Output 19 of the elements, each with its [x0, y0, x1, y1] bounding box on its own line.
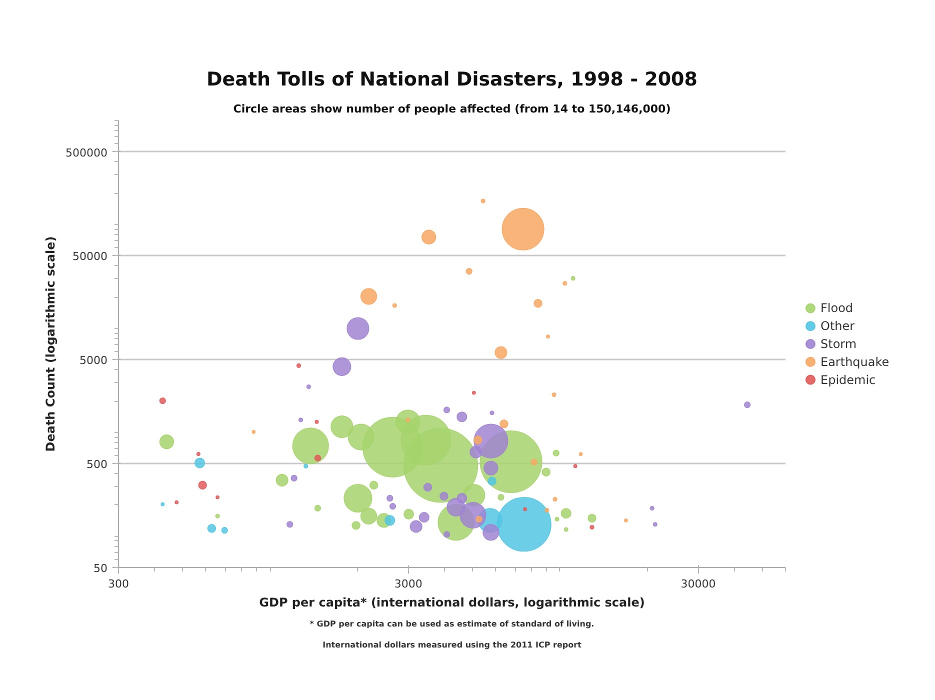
y-tick-label: 50000 [72, 250, 108, 264]
legend-label: Flood [820, 301, 854, 316]
legend-label: Other [820, 319, 855, 334]
y-tick-label: 500000 [66, 146, 108, 160]
chart-subtitle: Circle areas show number of people affected (from 14 to 150,146,000) [233, 102, 671, 116]
legend-label: Epidemic [820, 372, 876, 387]
y-tick-label: 50 [94, 562, 108, 575]
text: International dollars measured using the 2011 ICP report [322, 640, 582, 650]
y-axis-title: Death Count (logarithmic scale) [44, 236, 58, 452]
y-tick-label: 500 [86, 458, 108, 472]
x-axis-title: GDP per capita* (international dollars, logarithmic scale) [259, 596, 645, 610]
y-tick-label: 5000 [80, 354, 108, 368]
legend-label: Storm [820, 337, 857, 351]
text: * GDP per capita can be used as estimate of standard of living. [310, 620, 594, 628]
legend-label: Earthquake [820, 354, 890, 369]
x-tick-label: 3000 [394, 578, 422, 590]
x-tick-label: 300 [108, 578, 129, 590]
chart-title: Death Tolls of National Disasters, 1998 - 2008 [206, 68, 698, 90]
x-tick-label: 30000 [680, 578, 716, 590]
